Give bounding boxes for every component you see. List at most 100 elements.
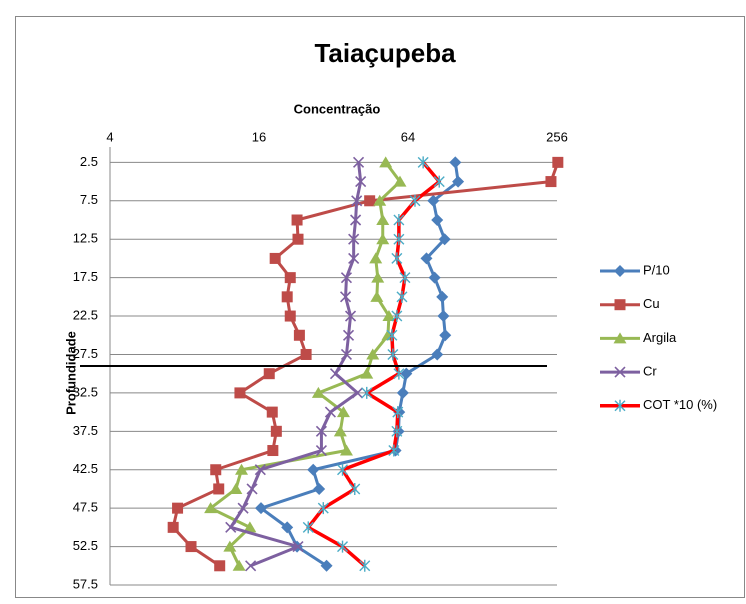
marker xyxy=(229,482,243,494)
marker xyxy=(225,521,237,533)
marker xyxy=(291,214,303,226)
marker xyxy=(267,445,279,457)
marker xyxy=(392,406,404,419)
marker xyxy=(393,175,407,187)
marker xyxy=(348,233,360,245)
marker xyxy=(409,194,421,207)
marker xyxy=(452,175,465,188)
marker xyxy=(342,329,355,341)
series-line xyxy=(171,161,560,568)
marker xyxy=(387,348,399,361)
marker xyxy=(293,329,305,341)
x-tick-label: 256 xyxy=(546,129,568,144)
marker xyxy=(396,386,409,399)
marker xyxy=(237,502,249,514)
marker xyxy=(552,156,564,168)
marker xyxy=(393,233,405,246)
marker xyxy=(315,425,327,437)
marker xyxy=(337,540,349,553)
marker xyxy=(433,175,445,188)
y-tick-label: 7.5 xyxy=(80,192,98,207)
marker xyxy=(284,272,296,284)
x-axis-label: Concentração xyxy=(294,101,381,116)
marker xyxy=(317,502,329,515)
marker xyxy=(396,290,408,303)
marker xyxy=(431,348,444,361)
marker xyxy=(263,368,275,380)
marker xyxy=(292,541,304,553)
marker xyxy=(313,482,326,495)
y-tick-label: 2.5 xyxy=(80,154,98,169)
y-tick-label: 12.5 xyxy=(73,231,98,246)
marker xyxy=(360,367,374,379)
marker xyxy=(614,399,626,412)
marker xyxy=(366,348,380,360)
y-axis-label: Profundidade xyxy=(63,331,78,415)
marker xyxy=(302,521,314,534)
marker xyxy=(172,502,184,514)
marker xyxy=(348,252,360,264)
series-line xyxy=(229,162,363,568)
marker xyxy=(393,367,405,380)
marker xyxy=(235,463,249,475)
y-tick-label: 42.5 xyxy=(73,461,98,476)
marker xyxy=(281,521,294,534)
marker xyxy=(545,176,557,188)
marker xyxy=(393,214,405,226)
marker xyxy=(269,252,281,264)
marker xyxy=(337,463,349,476)
marker xyxy=(243,521,257,533)
marker xyxy=(349,482,361,495)
marker xyxy=(300,348,312,360)
marker xyxy=(245,560,257,572)
marker xyxy=(213,483,225,495)
marker xyxy=(417,156,429,169)
marker xyxy=(185,541,197,553)
x-tick-label: 4 xyxy=(106,129,113,144)
marker xyxy=(292,233,304,245)
y-tick-label: 17.5 xyxy=(73,269,98,284)
marker xyxy=(336,406,350,418)
series-line xyxy=(306,161,442,568)
x-tick-label: 16 xyxy=(252,129,266,144)
marker xyxy=(438,233,451,246)
marker xyxy=(324,406,336,418)
y-tick-label: 52.5 xyxy=(73,538,98,553)
marker xyxy=(376,233,390,245)
marker xyxy=(246,483,258,495)
x-tick-label: 64 xyxy=(401,129,415,144)
marker xyxy=(439,329,452,342)
y-tick-label: 57.5 xyxy=(73,576,98,591)
marker xyxy=(364,195,376,207)
marker xyxy=(320,559,333,572)
marker xyxy=(167,521,179,533)
y-tick-label: 22.5 xyxy=(73,307,98,322)
y-tick-label: 37.5 xyxy=(73,423,98,438)
marker xyxy=(449,156,462,169)
marker xyxy=(344,310,357,322)
marker xyxy=(371,271,385,283)
marker xyxy=(352,156,365,168)
marker xyxy=(284,310,296,322)
marker xyxy=(388,444,400,457)
marker xyxy=(376,214,390,225)
series-line xyxy=(209,161,402,567)
series-line xyxy=(259,162,460,568)
marker xyxy=(270,425,282,437)
marker xyxy=(428,271,441,284)
marker xyxy=(614,299,626,311)
marker xyxy=(391,252,403,265)
marker xyxy=(307,463,320,476)
marker xyxy=(204,502,218,514)
legend-label: Cr xyxy=(643,364,657,379)
marker xyxy=(355,176,367,188)
marker xyxy=(340,348,353,361)
marker xyxy=(420,252,433,265)
y-tick-label: 32.5 xyxy=(73,384,98,399)
marker xyxy=(391,310,403,323)
marker xyxy=(254,502,267,515)
marker xyxy=(254,464,266,476)
legend-label: Argila xyxy=(643,330,677,345)
marker xyxy=(431,214,444,226)
